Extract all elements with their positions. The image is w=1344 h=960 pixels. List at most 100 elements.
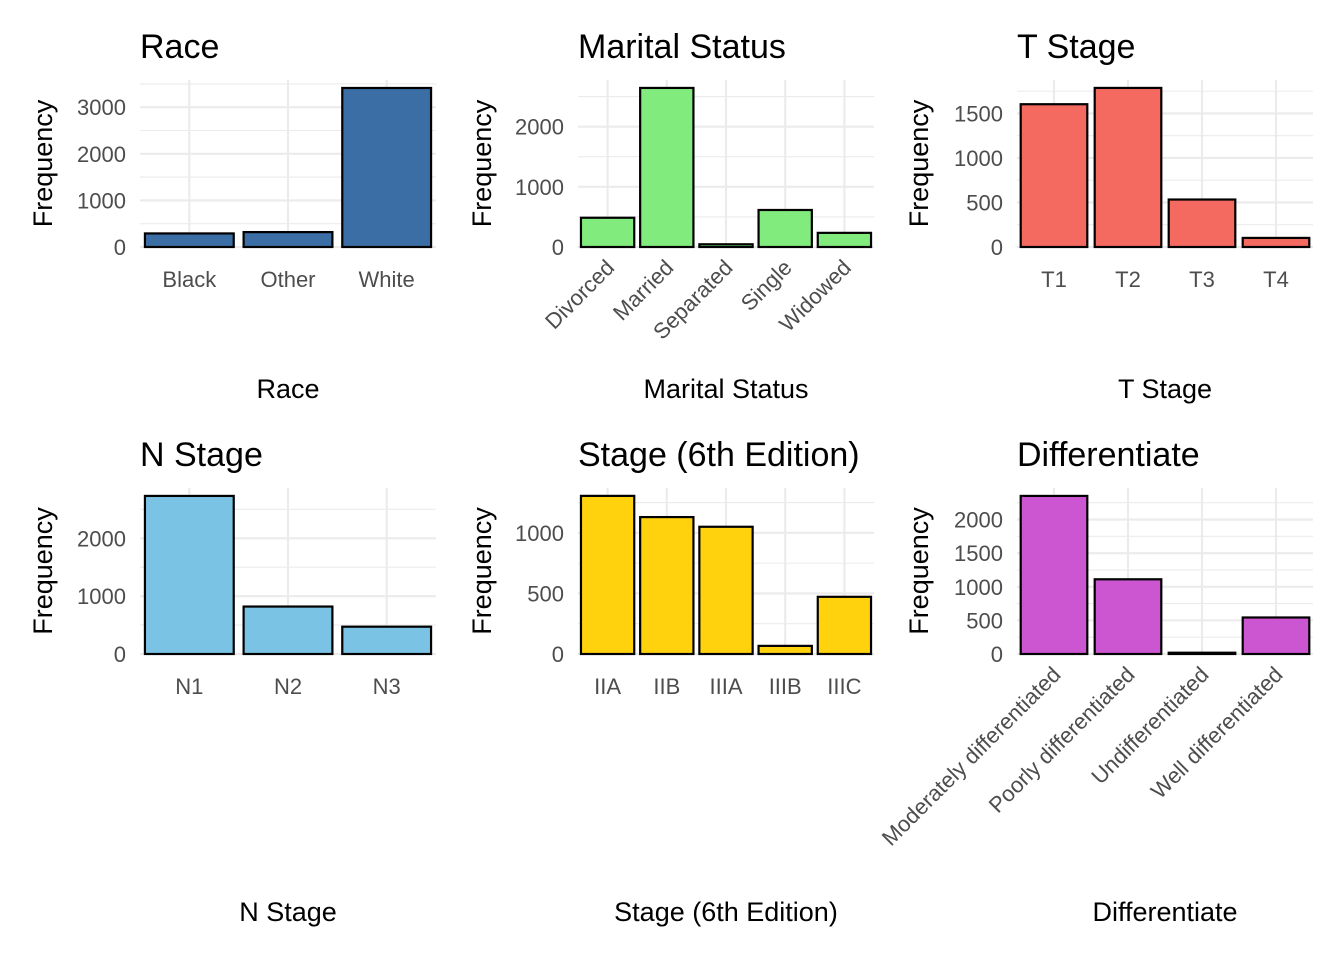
y-tick-labels: 0 1000 2000 xyxy=(515,115,564,260)
y-tick-label: 2000 xyxy=(954,508,1003,533)
bar-undifferentiated xyxy=(1167,651,1237,656)
x-tick-label-iib: IIB xyxy=(653,674,680,699)
bars xyxy=(579,494,873,656)
bar-iiib xyxy=(757,644,813,656)
panel-race: 0 1000 2000 3000 Black Other White Race Race Freq… xyxy=(28,28,436,404)
x-tick-label-iiib: IIIB xyxy=(769,674,802,699)
bar-white xyxy=(341,86,433,249)
y-tick-label: 1000 xyxy=(515,521,564,546)
x-tick-labels: T1 T2 T3 T4 xyxy=(1041,267,1289,292)
y-tick-label: 1000 xyxy=(954,146,1003,171)
x-tick-label-n1: N1 xyxy=(175,674,203,699)
y-tick-labels: 0 1000 2000 3000 xyxy=(77,95,126,260)
bar-married xyxy=(639,86,695,249)
x-axis-title: T Stage xyxy=(1118,374,1212,404)
y-tick-label: 2000 xyxy=(515,115,564,140)
x-tick-label-well-differentiated: Well differentiated xyxy=(1146,662,1288,804)
x-axis-title: N Stage xyxy=(239,897,337,927)
y-tick-label: 1000 xyxy=(77,188,126,213)
bar-single xyxy=(757,208,813,249)
panel-t-stage: 0 500 1000 1500 T1 T2 T3 T4 T Stage T Stage Freque… xyxy=(904,28,1313,404)
panel-differentiate: 0 500 1000 1500 2000 Moderately differentiate… xyxy=(877,436,1313,927)
bar-iia xyxy=(579,494,636,656)
bar-t1 xyxy=(1019,103,1089,249)
bar-t2 xyxy=(1093,86,1163,249)
x-tick-label-iiia: IIIA xyxy=(709,674,742,699)
y-tick-label: 0 xyxy=(114,235,126,260)
x-tick-label-n2: N2 xyxy=(274,674,302,699)
x-axis-title: Differentiate xyxy=(1092,897,1237,927)
chart-title: T Stage xyxy=(1017,28,1135,66)
y-tick-label: 1500 xyxy=(954,101,1003,126)
x-tick-label-white: White xyxy=(359,267,415,292)
bar-t3 xyxy=(1167,198,1237,249)
y-tick-label: 500 xyxy=(966,608,1003,633)
x-tick-label-t2: T2 xyxy=(1115,267,1141,292)
y-tick-label: 2000 xyxy=(77,142,126,167)
y-tick-labels: 0 500 1000 1500 xyxy=(954,101,1003,260)
bars xyxy=(143,494,433,656)
chart-title: Stage (6th Edition) xyxy=(578,436,860,474)
bar-n2 xyxy=(242,605,334,656)
bar-moderately-differentiated xyxy=(1019,494,1089,656)
x-axis-title: Race xyxy=(256,374,319,404)
x-tick-label-divorced: Divorced xyxy=(540,255,619,334)
y-tick-labels: 0 500 1000 1500 2000 xyxy=(954,508,1003,667)
panel-stage-6th-edition: 0 500 1000 IIA IIB IIIA IIIB IIIC Stage (6th Edi… xyxy=(467,436,874,927)
bar-n3 xyxy=(341,625,433,656)
bar-iiia xyxy=(698,525,754,656)
x-tick-label-t4: T4 xyxy=(1263,267,1289,292)
x-tick-label-t1: T1 xyxy=(1041,267,1067,292)
panel-grid: 0 1000 2000 3000 Black Other White Race Race Freq… xyxy=(28,28,1313,927)
bars xyxy=(1019,86,1311,249)
bars xyxy=(1019,494,1311,656)
y-tick-labels: 0 1000 2000 xyxy=(77,526,126,667)
bar-widowed xyxy=(816,231,873,249)
y-axis-title: Frequency xyxy=(904,99,934,227)
x-axis-title: Marital Status xyxy=(643,374,808,404)
bar-other xyxy=(242,230,334,249)
bar-poorly-differentiated xyxy=(1093,578,1163,656)
bar-separated xyxy=(698,243,754,249)
chart-title: Race xyxy=(140,28,219,66)
y-axis-title: Frequency xyxy=(467,507,497,635)
x-tick-label-black: Black xyxy=(162,267,217,292)
y-tick-label: 1000 xyxy=(515,175,564,200)
chart-title: N Stage xyxy=(140,436,263,474)
y-tick-label: 3000 xyxy=(77,95,126,120)
y-tick-label: 0 xyxy=(991,235,1003,260)
y-tick-label: 1500 xyxy=(954,541,1003,566)
x-tick-label-n3: N3 xyxy=(373,674,401,699)
panel-n-stage: 0 1000 2000 N1 N2 N3 N Stage N Stage Frequency xyxy=(28,436,436,927)
bar-t4 xyxy=(1241,236,1311,249)
chart-title: Marital Status xyxy=(578,28,786,66)
y-tick-label: 0 xyxy=(552,642,564,667)
y-tick-label: 2000 xyxy=(77,526,126,551)
x-tick-label-poorly-differentiated: Poorly differentiated xyxy=(984,662,1140,818)
x-axis-title: Stage (6th Edition) xyxy=(614,897,838,927)
x-tick-labels: Black Other White xyxy=(162,267,414,292)
y-tick-label: 0 xyxy=(991,642,1003,667)
bar-n1 xyxy=(143,494,235,656)
y-tick-label: 500 xyxy=(966,190,1003,215)
y-tick-label: 1000 xyxy=(77,584,126,609)
bars xyxy=(579,86,873,249)
bar-iiic xyxy=(816,595,873,656)
y-tick-label: 0 xyxy=(114,642,126,667)
x-tick-label-t3: T3 xyxy=(1189,267,1215,292)
y-axis-title: Frequency xyxy=(467,99,497,227)
y-tick-label: 1000 xyxy=(954,575,1003,600)
y-axis-title: Frequency xyxy=(28,99,58,227)
bar-iib xyxy=(639,515,695,656)
y-axis-title: Frequency xyxy=(28,507,58,635)
bar-divorced xyxy=(579,216,636,249)
x-tick-label-iiic: IIIC xyxy=(827,674,861,699)
y-tick-label: 500 xyxy=(527,581,564,606)
bars xyxy=(143,86,433,249)
x-tick-label-other: Other xyxy=(260,267,315,292)
panel-marital-status: 0 1000 2000 DivorcedMarriedSeparatedSingleW… xyxy=(467,28,874,404)
x-tick-labels: N1 N2 N3 xyxy=(175,674,400,699)
x-tick-label-iia: IIA xyxy=(594,674,621,699)
